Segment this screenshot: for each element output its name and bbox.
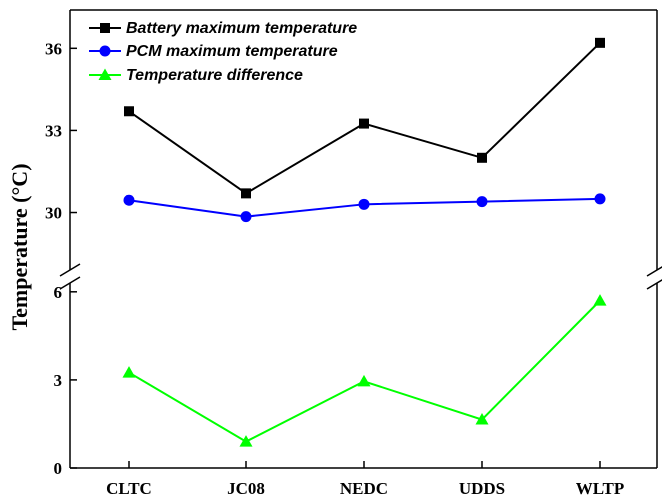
y-tick-label: 36: [45, 39, 62, 58]
x-tick-label: CLTC: [106, 479, 152, 498]
data-point: [475, 413, 489, 425]
x-tick-label: UDDS: [459, 479, 505, 498]
legend-label: Battery maximum temperature: [126, 20, 357, 37]
x-tick-label: WLTP: [576, 479, 625, 498]
data-point: [595, 37, 605, 48]
legend-label: PCM maximum temperature: [126, 43, 338, 60]
data-point: [357, 374, 371, 387]
legend-marker: [98, 68, 112, 80]
legend-marker: [100, 23, 110, 33]
legend-marker: [99, 45, 111, 57]
y-tick-label: 3: [54, 371, 63, 390]
legend: Battery maximum temperature PCM maximum t…: [89, 20, 357, 84]
y-axis-label: Temperature (°C): [7, 163, 32, 330]
data-point: [476, 196, 488, 208]
data-point: [124, 106, 134, 117]
axis-break-mark: [59, 276, 81, 290]
y-tick-label: 6: [54, 283, 63, 302]
axis-break-mark: [59, 263, 81, 277]
plot-area: [122, 37, 607, 447]
axis-break-mark: [646, 279, 662, 290]
series-line-2: [128, 299, 601, 443]
legend-label: Temperature difference: [126, 67, 303, 84]
data-point: [593, 294, 607, 306]
series-line-0: [128, 42, 601, 195]
data-point: [123, 194, 135, 206]
data-point: [239, 435, 253, 447]
x-tick-label: NEDC: [340, 479, 388, 498]
y-tick-label: 30: [45, 204, 62, 223]
data-point: [359, 118, 369, 129]
x-tick-label: JC08: [227, 479, 265, 498]
data-point: [358, 198, 370, 210]
data-point: [241, 188, 251, 199]
y-tick-label: 33: [45, 121, 62, 140]
y-tick-label: 0: [54, 459, 63, 478]
data-point: [240, 211, 252, 223]
data-point: [594, 193, 606, 205]
data-point: [122, 366, 136, 378]
data-point: [477, 152, 487, 163]
axis-break-mark: [646, 266, 662, 277]
